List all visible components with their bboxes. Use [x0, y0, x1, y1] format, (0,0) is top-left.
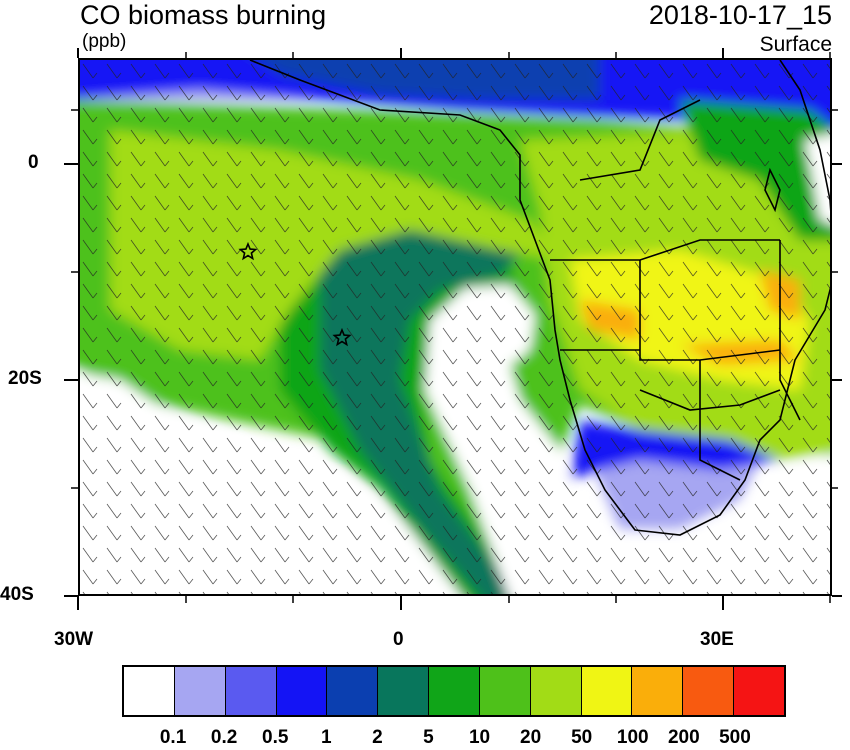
map-title: CO biomass burning — [80, 0, 327, 30]
colorbar-box-4 — [327, 667, 379, 715]
border-6 — [779, 240, 801, 421]
lat-label-20s: 20S — [8, 368, 42, 389]
concentration-map — [80, 60, 830, 594]
coastlines — [249, 60, 830, 536]
colorbar-box-0 — [124, 667, 175, 715]
colorbar-label-200: 200 — [667, 727, 700, 748]
colorbar-label-0.5: 0.5 — [262, 727, 289, 748]
colorbar-label-1: 1 — [321, 727, 332, 748]
colorbar-label-100: 100 — [616, 727, 649, 748]
colorbar-box-3 — [276, 667, 328, 715]
colorbar-label-10: 10 — [468, 727, 491, 748]
colorbar-box-10 — [632, 667, 684, 715]
datetime-label: 2018-10-17_15 — [648, 0, 832, 30]
colorbar — [122, 665, 786, 717]
site-star-marker — [332, 327, 352, 347]
africa-coastline — [249, 60, 830, 536]
colorbar-label-5: 5 — [423, 727, 434, 748]
colorbar-box-5 — [378, 667, 430, 715]
site-markers — [238, 241, 352, 347]
colorbar-label-500: 500 — [719, 727, 751, 748]
map-panel — [78, 58, 832, 596]
colorbar-box-7 — [479, 667, 531, 715]
lon-label-30e: 30E — [700, 629, 734, 650]
border-4 — [579, 99, 701, 181]
lat-label-0: 0 — [28, 152, 39, 173]
colorbar-box-12 — [734, 667, 784, 715]
wind-barbs — [80, 60, 830, 594]
lon-label-30w: 30W — [54, 629, 94, 650]
border-7 — [639, 389, 781, 411]
colorbar-box-1 — [174, 667, 226, 715]
colorbar-box-6 — [429, 667, 480, 715]
colorbar-box-9 — [581, 667, 633, 715]
units-label: (ppb) — [82, 31, 127, 52]
colorbar-box-11 — [683, 667, 735, 715]
colorbar-label-0.2: 0.2 — [210, 727, 238, 748]
lon-label-0: 0 — [393, 629, 404, 650]
lat-label-40s: 40S — [0, 584, 34, 605]
colorbar-label-2: 2 — [372, 727, 383, 748]
border-5 — [699, 360, 741, 481]
colorbar-label-20: 20 — [520, 727, 542, 748]
colorbar-label-0.1: 0.1 — [159, 727, 187, 748]
lake-outline — [764, 167, 781, 213]
border-1 — [550, 239, 780, 261]
colorbar-label-50: 50 — [571, 727, 593, 748]
level-label: Surface — [759, 33, 832, 56]
colorbar-box-2 — [225, 667, 277, 715]
site-star-marker — [238, 241, 258, 261]
colorbar-box-8 — [530, 667, 582, 715]
border-2 — [639, 260, 781, 361]
